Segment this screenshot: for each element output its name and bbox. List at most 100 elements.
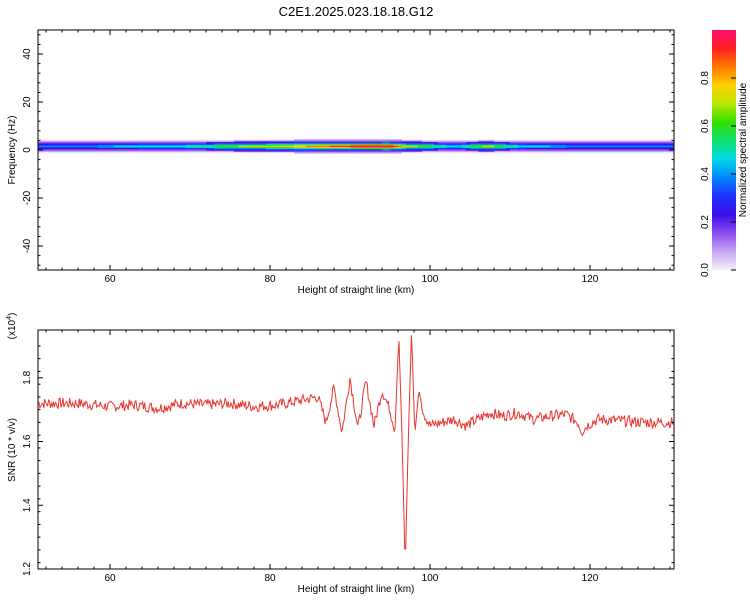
colorbar-tick-label: 0.8 [700, 71, 711, 85]
spectral-band-cell [670, 145, 675, 148]
spectral-band-cell [530, 145, 535, 148]
spectral-band-cell [466, 145, 471, 148]
spectrogram-y-ticks: 40 20 0 -20 -40 [22, 34, 674, 266]
spectrogram-x-tick-label: 120 [582, 274, 599, 285]
spectral-band-cell [182, 145, 187, 148]
spectral-band-cell [518, 145, 523, 148]
spectral-band-cell [62, 145, 67, 148]
spectrogram-y-tick-label: -20 [22, 190, 33, 205]
spectral-band-cell [350, 145, 355, 148]
spectral-band-cell [82, 145, 87, 148]
spectral-band-cell [38, 145, 43, 148]
spectral-band-cell [234, 145, 239, 148]
spectral-band-cell [414, 145, 419, 148]
spectral-band-cell [470, 145, 475, 148]
spectral-band-cell [78, 145, 83, 148]
spectral-band-cell [354, 145, 359, 148]
spectral-band-cell [370, 145, 375, 148]
spectral-band-cell [162, 145, 167, 148]
spectrogram-x-tick-label: 100 [422, 274, 439, 285]
colorbar-tick-label: 0.4 [700, 167, 711, 181]
spectrogram-y-tick-label: 20 [22, 96, 33, 108]
spectral-band-cell [94, 145, 99, 148]
spectral-band-cell [186, 145, 191, 148]
snr-y-label: SNR (10 * v/v) [7, 418, 18, 482]
spectral-band-cell [534, 145, 539, 148]
spectral-band-cell [394, 145, 399, 148]
spectral-band-cell [158, 145, 163, 148]
spectral-band-cell [46, 145, 51, 148]
spectral-band-cell [154, 145, 159, 148]
spectral-band-cell [190, 145, 195, 148]
snr-x-tick-label: 60 [104, 573, 116, 584]
spectral-band-cell [490, 145, 495, 148]
colorbar-label: Normalized spectral amplitude [738, 82, 749, 217]
spectral-band-cell [214, 145, 219, 148]
spectral-band-cell [66, 145, 71, 148]
spectral-band-cell [658, 145, 663, 148]
spectral-band-cell [194, 145, 199, 148]
spectral-band-cell [238, 145, 243, 148]
spectral-band-cell [506, 145, 511, 148]
spectral-band-cell [322, 145, 327, 148]
spectral-band-cell [118, 145, 123, 148]
snr-multiplier: (x104) [6, 313, 18, 340]
spectral-band-cell [342, 145, 347, 148]
spectral-band-cell [494, 145, 499, 148]
spectral-band-cell [254, 145, 259, 148]
spectral-band-cell [58, 145, 63, 148]
spectral-band-cell [638, 145, 643, 148]
spectrogram-y-label: Frequency (Hz) [7, 116, 18, 185]
spectral-band-cell [514, 145, 519, 148]
spectral-band-cell [378, 145, 383, 148]
spectral-band-cell [294, 145, 299, 148]
spectral-band-cell [570, 145, 575, 148]
spectral-band-cell [302, 145, 307, 148]
spectral-band-cell [390, 145, 395, 148]
spectral-band-cell [270, 145, 275, 148]
spectral-band-cell [218, 145, 223, 148]
spectral-band-cell [206, 145, 211, 148]
spectral-band-cell [582, 145, 587, 148]
spectral-band [38, 139, 675, 154]
spectral-band-cell [142, 145, 147, 148]
spectral-band-cell [398, 145, 403, 148]
spectral-band-cell [650, 145, 655, 148]
spectral-band-cell [310, 145, 315, 148]
colorbar-gradient [712, 30, 736, 270]
spectral-band-cell [326, 145, 331, 148]
spectral-band-cell [306, 145, 311, 148]
colorbar-tick-label: 0.6 [700, 119, 711, 133]
spectral-band-cell [346, 145, 351, 148]
spectral-band-cell [258, 145, 263, 148]
spectral-band-cell [70, 145, 75, 148]
spectrogram-panel: 60 80 100 120 40 20 0 -20 -40 Height of straigh… [7, 29, 675, 296]
spectral-band-cell [130, 145, 135, 148]
spectral-band-cell [406, 145, 411, 148]
spectral-band-cell [438, 145, 443, 148]
spectral-band-cell [550, 145, 555, 148]
spectral-band-cell [366, 145, 371, 148]
spectral-band-cell [298, 145, 303, 148]
spectral-band-cell [594, 145, 599, 148]
spectral-band-cell [578, 145, 583, 148]
spectral-band-cell [598, 145, 603, 148]
spectral-band-cell [542, 145, 547, 148]
spectral-band-cell [382, 145, 387, 148]
snr-plot-area [38, 330, 674, 569]
spectral-band-cell [522, 145, 527, 148]
spectral-band-cell [362, 145, 367, 148]
spectral-band-cell [170, 145, 175, 148]
spectrogram-x-ticks: 60 80 100 120 [45, 30, 671, 285]
spectral-band-cell [574, 145, 579, 148]
spectral-band-cell [106, 145, 111, 148]
spectral-band-cell [42, 145, 47, 148]
snr-x-tick-label: 120 [582, 573, 599, 584]
spectral-band-cell [426, 145, 431, 148]
spectral-band-cell [110, 145, 115, 148]
spectral-band-cell [274, 145, 279, 148]
spectral-band-cell [422, 145, 427, 148]
spectral-band-cell [510, 145, 515, 148]
snr-series-line [37, 335, 674, 550]
